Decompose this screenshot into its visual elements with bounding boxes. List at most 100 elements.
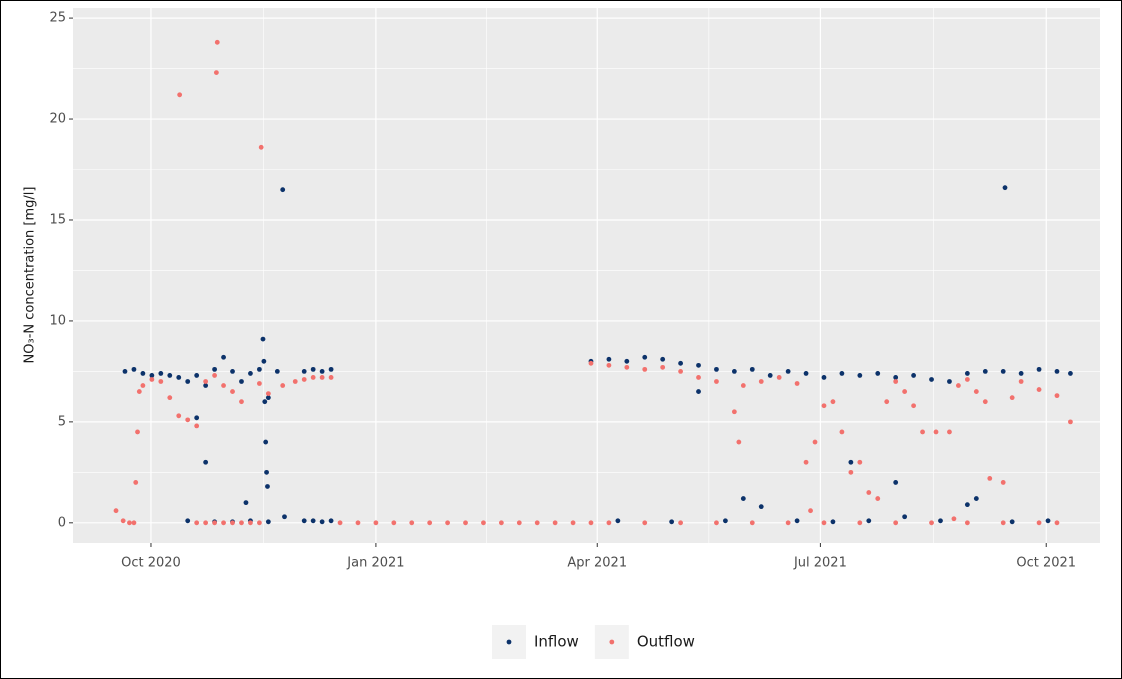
point bbox=[194, 373, 200, 378]
y-tick-label: 5 bbox=[58, 414, 66, 429]
point bbox=[131, 366, 137, 372]
point bbox=[973, 496, 979, 501]
point bbox=[319, 519, 325, 525]
point bbox=[615, 518, 621, 524]
point bbox=[1000, 480, 1006, 485]
point bbox=[310, 518, 316, 524]
point bbox=[498, 520, 504, 526]
point bbox=[1018, 379, 1024, 384]
point bbox=[893, 375, 899, 380]
point bbox=[261, 358, 267, 364]
point bbox=[1036, 520, 1042, 526]
point bbox=[265, 395, 271, 401]
point bbox=[884, 399, 890, 405]
point bbox=[113, 508, 119, 514]
point bbox=[301, 368, 307, 374]
grid: 0 5 10 15 20 25 Oct 2020 Jan 2021 Apr 2021 Jul 20… bbox=[49, 8, 1100, 571]
point bbox=[606, 520, 612, 526]
x-tick-label: Apr 2021 bbox=[567, 556, 627, 571]
point bbox=[328, 375, 334, 380]
point bbox=[127, 520, 132, 526]
point bbox=[714, 520, 719, 526]
point bbox=[258, 144, 264, 150]
point bbox=[893, 379, 899, 384]
point bbox=[177, 92, 183, 98]
point bbox=[239, 520, 244, 526]
point bbox=[167, 373, 173, 378]
point bbox=[714, 379, 719, 384]
point bbox=[140, 383, 146, 388]
point bbox=[185, 379, 191, 384]
point bbox=[280, 383, 286, 388]
point bbox=[987, 475, 993, 481]
point bbox=[758, 504, 764, 510]
point bbox=[265, 484, 270, 489]
point bbox=[257, 381, 262, 386]
point bbox=[292, 379, 298, 384]
point bbox=[265, 391, 271, 397]
point bbox=[731, 368, 737, 374]
point bbox=[839, 429, 845, 435]
point bbox=[1002, 185, 1008, 191]
point bbox=[516, 520, 522, 526]
point bbox=[319, 368, 325, 374]
x-tick-label: Jan 2021 bbox=[346, 556, 404, 571]
point bbox=[248, 520, 253, 526]
point bbox=[830, 399, 836, 405]
point bbox=[122, 368, 128, 374]
y-tick-label: 25 bbox=[49, 11, 66, 26]
point bbox=[262, 399, 268, 405]
point bbox=[866, 518, 872, 524]
point bbox=[902, 389, 908, 394]
point bbox=[230, 368, 235, 374]
point bbox=[812, 439, 818, 445]
point bbox=[427, 520, 433, 526]
point bbox=[185, 518, 191, 524]
point bbox=[642, 520, 648, 526]
x-tick-label: Oct 2021 bbox=[1016, 556, 1076, 571]
point bbox=[808, 508, 813, 514]
point bbox=[120, 518, 126, 524]
point bbox=[243, 500, 249, 506]
point bbox=[1036, 387, 1042, 392]
point bbox=[212, 373, 217, 378]
point bbox=[203, 383, 209, 388]
point bbox=[282, 514, 287, 520]
point bbox=[552, 520, 558, 526]
point bbox=[481, 520, 486, 526]
point bbox=[857, 459, 863, 465]
point bbox=[149, 373, 155, 378]
point bbox=[929, 520, 934, 526]
point bbox=[355, 520, 361, 526]
point bbox=[678, 360, 683, 366]
point bbox=[875, 496, 881, 501]
point bbox=[893, 520, 899, 526]
y-tick-label: 15 bbox=[49, 212, 66, 227]
point bbox=[660, 364, 666, 370]
point bbox=[248, 371, 253, 376]
point bbox=[947, 429, 952, 435]
point bbox=[534, 520, 540, 526]
point bbox=[696, 375, 701, 380]
point bbox=[301, 377, 307, 382]
point bbox=[1068, 371, 1073, 376]
point bbox=[445, 520, 450, 526]
point bbox=[740, 496, 746, 501]
point bbox=[409, 520, 415, 526]
point bbox=[373, 520, 379, 526]
point bbox=[310, 366, 316, 372]
point bbox=[964, 520, 970, 526]
point bbox=[875, 371, 881, 376]
point bbox=[274, 368, 280, 374]
point bbox=[839, 371, 845, 376]
point bbox=[264, 469, 269, 475]
point bbox=[194, 520, 200, 526]
point bbox=[588, 360, 594, 366]
point bbox=[263, 439, 269, 445]
point bbox=[929, 377, 934, 382]
legend-symbol bbox=[506, 639, 512, 645]
point bbox=[588, 520, 594, 526]
point bbox=[257, 366, 262, 372]
point bbox=[133, 480, 139, 485]
point bbox=[230, 389, 235, 394]
